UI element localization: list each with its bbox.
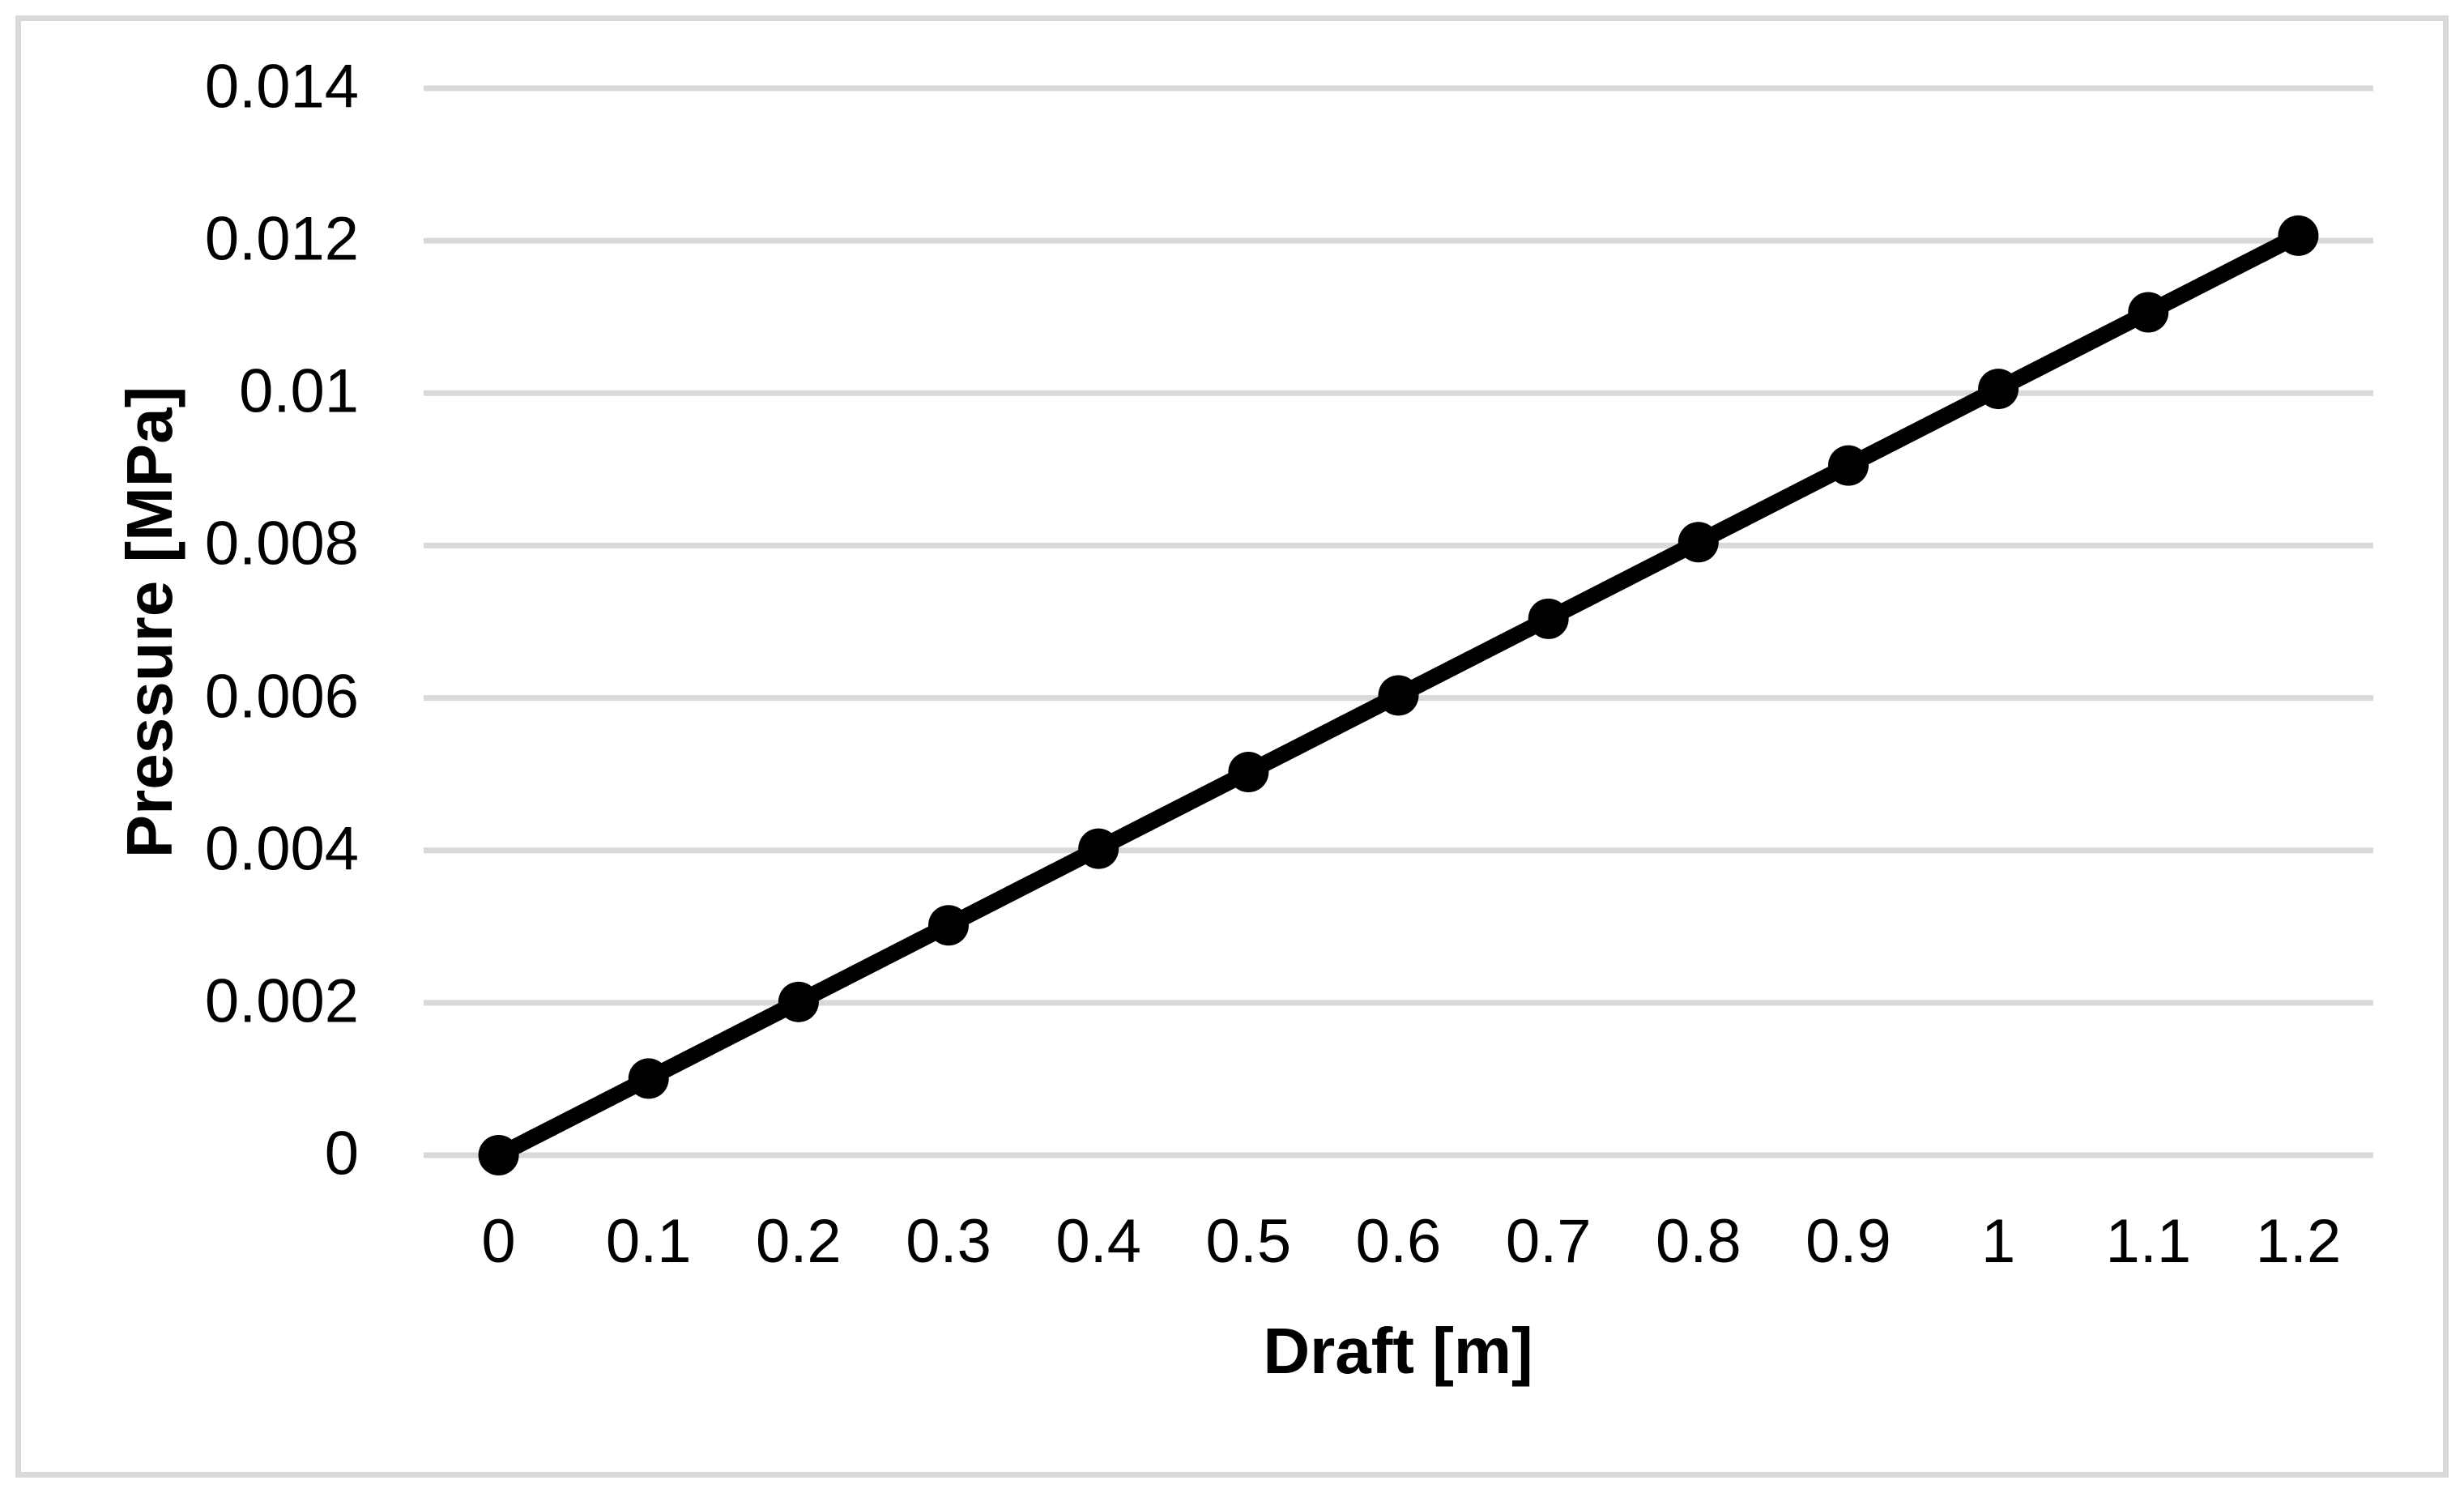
data-point-marker: [1078, 828, 1119, 869]
data-point-marker: [1827, 445, 1869, 486]
data-point-marker: [778, 981, 819, 1022]
data-point-marker: [1978, 369, 2019, 410]
x-axis-title: Draft [m]: [1263, 1315, 1533, 1387]
x-tick-label: 0.3: [906, 1207, 991, 1276]
x-tick-label: 0.2: [756, 1207, 842, 1276]
x-tick-label: 0.8: [1655, 1207, 1741, 1276]
x-tick-label: 1.1: [2105, 1207, 2192, 1276]
data-point-marker: [628, 1058, 669, 1099]
data-point-marker: [478, 1135, 519, 1175]
y-tick-label: 0.002: [204, 966, 359, 1036]
data-point-marker: [928, 905, 970, 946]
data-point-marker: [2128, 292, 2169, 333]
x-tick-label: 0.6: [1355, 1207, 1442, 1276]
y-tick-label: 0.006: [204, 662, 359, 732]
x-tick-label: 0.4: [1055, 1207, 1142, 1276]
x-tick-label: 0: [481, 1207, 516, 1276]
y-tick-label: 0.008: [204, 509, 359, 578]
y-tick-label: 0: [324, 1119, 359, 1188]
data-point-marker: [1228, 752, 1269, 793]
data-point-marker: [2278, 215, 2319, 256]
x-tick-label: 0.1: [605, 1207, 692, 1276]
y-tick-label: 0.004: [204, 814, 359, 884]
x-tick-label: 0.5: [1205, 1207, 1292, 1276]
x-tick-label: 1.2: [2255, 1207, 2342, 1276]
x-tick-label: 0.9: [1805, 1207, 1891, 1276]
y-tick-label: 0.014: [204, 52, 359, 122]
y-axis-title: Pressure [MPa]: [113, 386, 185, 859]
y-tick-label: 0.012: [204, 204, 359, 274]
data-point-marker: [1528, 598, 1569, 639]
data-point-marker: [1677, 522, 1719, 563]
x-tick-label: 0.7: [1505, 1207, 1592, 1276]
y-tick-label: 0.01: [239, 356, 359, 426]
data-point-marker: [1378, 675, 1419, 716]
chart-border: [15, 15, 2449, 1478]
x-tick-label: 1: [1980, 1207, 2016, 1276]
